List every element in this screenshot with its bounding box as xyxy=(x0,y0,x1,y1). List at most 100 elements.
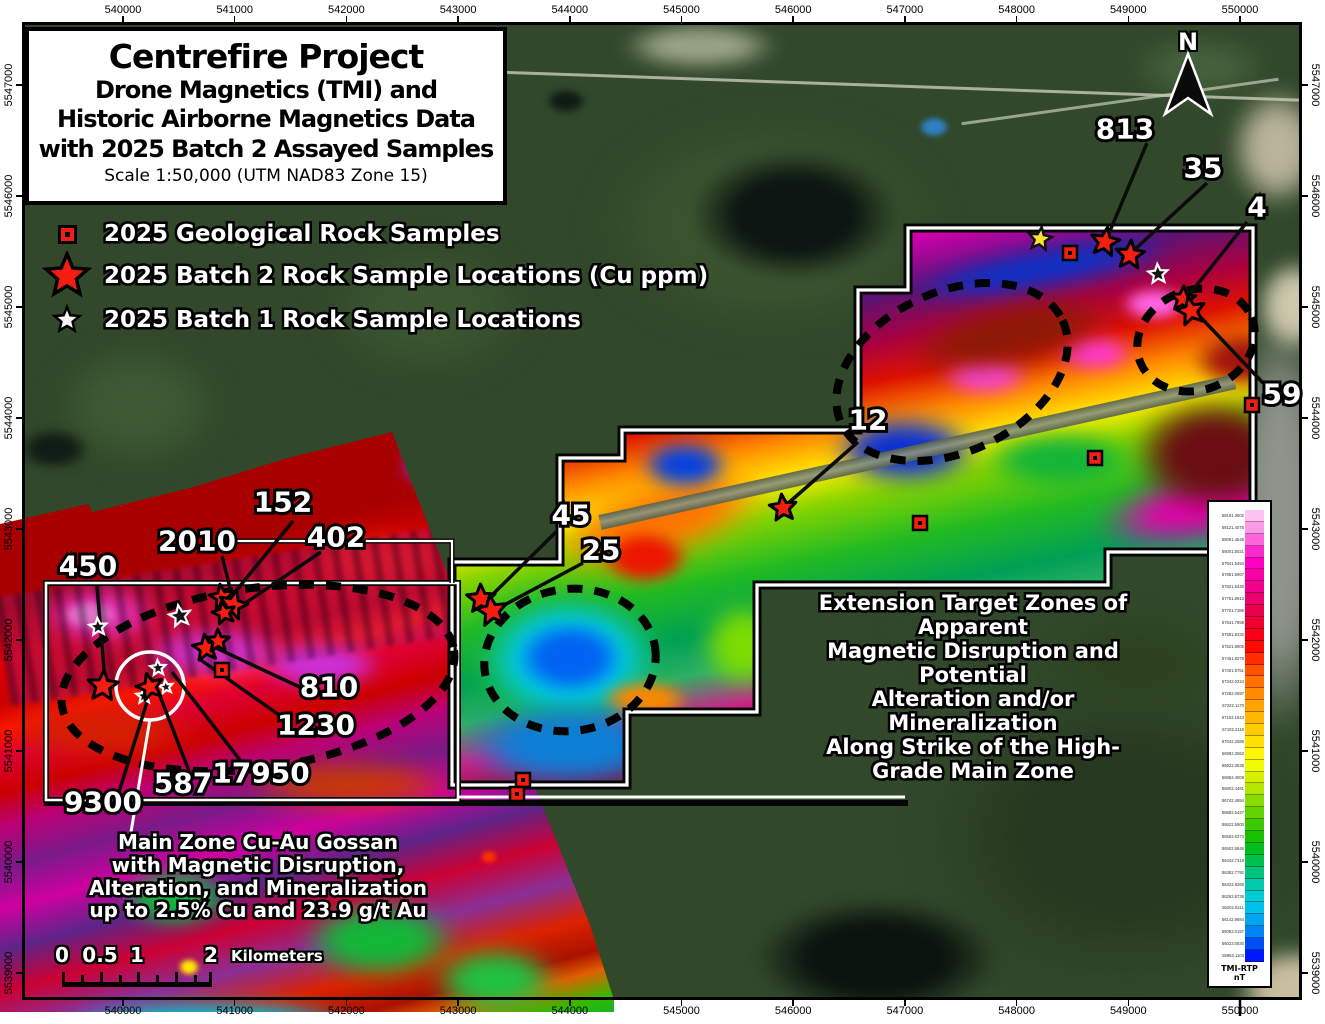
main-zone-annotation: Main Zone Cu-Au Gossan with Magnetic Dis… xyxy=(87,828,430,924)
colorbar-step-value: 57162.1643 xyxy=(1221,715,1244,721)
easting-tick-bottom xyxy=(680,1000,683,1006)
colorbar-step: 56922.3535 xyxy=(1211,759,1264,772)
northing-tick-right xyxy=(1302,84,1308,86)
colorbar-step-value: 57521.8805 xyxy=(1221,643,1244,649)
title-box: Centrefire Project Drone Magnetics (TMI)… xyxy=(25,27,507,205)
colorbar-step-swatch xyxy=(1245,831,1264,843)
scale-bar-number: 0 xyxy=(53,941,71,969)
northing-label-right: 5545000 xyxy=(1309,285,1321,329)
colorbar-step-swatch xyxy=(1245,581,1264,594)
colorbar-step: 57401.9751 xyxy=(1211,664,1264,677)
north-label: N xyxy=(1176,26,1200,58)
legend-item-label: 2025 Batch 1 Rock Sample Locations xyxy=(102,305,584,336)
sample-value-label: 17950 xyxy=(209,754,312,793)
colorbar-step-value: 56622.5900 xyxy=(1221,822,1244,828)
colorbar-step-swatch xyxy=(1245,521,1264,534)
legend-item: 2025 Batch 2 Rock Sample Locations (Cu p… xyxy=(38,251,711,300)
colorbar-step-value: 57641.7859 xyxy=(1221,620,1244,626)
scale-bar-tick xyxy=(175,972,178,985)
colorbar-step-value: 57761.6913 xyxy=(1221,596,1244,602)
colorbar-step-swatch xyxy=(1245,878,1264,891)
northing-label-left: 5540000 xyxy=(3,840,15,884)
northing-label-left: 5546000 xyxy=(3,174,15,218)
colorbar-step-swatch xyxy=(1245,771,1264,784)
colorbar-step: 58001.5021 xyxy=(1211,545,1264,558)
legend-item-label: 2025 Batch 2 Rock Sample Locations (Cu p… xyxy=(101,261,710,292)
colorbar-step-swatch xyxy=(1245,605,1264,618)
northing-label-right: 5546000 xyxy=(1309,174,1321,218)
colorbar-step: 57162.1643 xyxy=(1211,712,1264,725)
northing-tick-right xyxy=(1302,639,1308,641)
colorbar-step-swatch xyxy=(1245,914,1264,927)
colorbar-step-swatch xyxy=(1245,902,1264,915)
texture-blob xyxy=(22,428,90,470)
colorbar-step-value: 56262.8738 xyxy=(1221,893,1244,899)
red-star-icon xyxy=(42,251,92,298)
northing-label-left: 5545000 xyxy=(3,285,15,329)
colorbar-step-swatch xyxy=(1245,890,1264,903)
northing-tick-right xyxy=(1302,750,1308,752)
easting-label-top: 542000 xyxy=(328,4,365,16)
colorbar-step-value: 56083.0157 xyxy=(1221,929,1244,935)
scale-bar-number: 2 xyxy=(202,941,220,969)
colorbar-step-swatch xyxy=(1245,735,1264,748)
colorbar-step-swatch xyxy=(1245,819,1264,832)
colorbar-step-swatch xyxy=(1245,510,1264,522)
colorbar-title: TMI-RTP nT xyxy=(1209,964,1270,982)
red-square-glyph-dot xyxy=(64,231,70,237)
colorbar-step-swatch xyxy=(1245,807,1264,820)
easting-tick-bottom xyxy=(233,1000,236,1006)
easting-label-top: 541000 xyxy=(216,4,254,16)
colorbar-step-value: 56023.0630 xyxy=(1221,941,1244,947)
colorbar-step-swatch xyxy=(1245,569,1264,582)
texture-blob xyxy=(480,850,498,864)
northing-tick-right xyxy=(1302,972,1308,974)
colorbar: 58181.3602 58121.4075 58061.4548 58001.5021… xyxy=(1207,500,1272,988)
sample-value-label: 35 xyxy=(1181,149,1226,188)
sample-value-label: 1230 xyxy=(274,706,358,745)
easting-tick-bottom xyxy=(1239,1000,1241,1006)
legend: 2025 Geological Rock Samples 2025 Batch 2… xyxy=(38,216,711,340)
northing-label-left: 5543000 xyxy=(3,507,15,551)
easting-tick-top xyxy=(680,16,683,22)
texture-blob xyxy=(1120,287,1190,321)
colorbar-step-swatch xyxy=(1245,783,1264,796)
map-subtitle-3: with 2025 Batch 2 Assayed Samples xyxy=(38,134,495,163)
easting-tick-bottom xyxy=(1127,1000,1130,1006)
colorbar-step-value: 56862.4008 xyxy=(1221,774,1244,780)
texture-blob xyxy=(640,440,730,490)
colorbar-step-value: 57461.9278 xyxy=(1221,655,1244,661)
colorbar-step: 56622.5900 xyxy=(1211,819,1264,832)
northing-label-right: 5542000 xyxy=(1309,618,1321,662)
colorbar-step: 57282.0697 xyxy=(1211,688,1264,701)
northing-label-right: 5547000 xyxy=(1309,63,1321,107)
colorbar-step: 57102.2116 xyxy=(1211,724,1264,736)
colorbar-unit: nT xyxy=(1233,973,1246,983)
texture-blob xyxy=(690,150,900,280)
colorbar-step-swatch xyxy=(1245,949,1264,962)
scale-bar-tick xyxy=(100,972,103,985)
colorbar-step-value: 57042.2589 xyxy=(1221,738,1244,744)
colorbar-step-value: 55963.1103 xyxy=(1222,952,1244,958)
colorbar-step-swatch xyxy=(1245,545,1264,558)
sample-value-label: 152 xyxy=(251,483,316,522)
colorbar-step-swatch xyxy=(1245,628,1264,641)
sample-value-label: 25 xyxy=(579,531,624,570)
colorbar-step-swatch xyxy=(1245,842,1264,855)
colorbar-step-value: 56922.3535 xyxy=(1221,762,1244,768)
northing-tick-left xyxy=(16,861,22,863)
colorbar-steps: 58181.3602 58121.4075 58061.4548 58001.5021… xyxy=(1211,510,1264,962)
colorbar-step-swatch xyxy=(1245,676,1264,689)
colorbar-step: 57461.9278 xyxy=(1211,652,1264,665)
sample-value-label: 810 xyxy=(297,668,362,707)
texture-blob xyxy=(0,700,200,760)
white-star-icon-svg xyxy=(51,304,83,334)
easting-label-bottom: 550000 xyxy=(1221,1005,1259,1017)
northing-label-right: 5540000 xyxy=(1309,840,1321,884)
easting-tick-top xyxy=(122,16,124,22)
colorbar-step-value: 58181.3602 xyxy=(1221,513,1244,518)
colorbar-step: 55963.1103 xyxy=(1211,949,1264,962)
easting-label-bottom: 545000 xyxy=(663,1005,700,1017)
easting-label-bottom: 543000 xyxy=(439,1005,477,1017)
